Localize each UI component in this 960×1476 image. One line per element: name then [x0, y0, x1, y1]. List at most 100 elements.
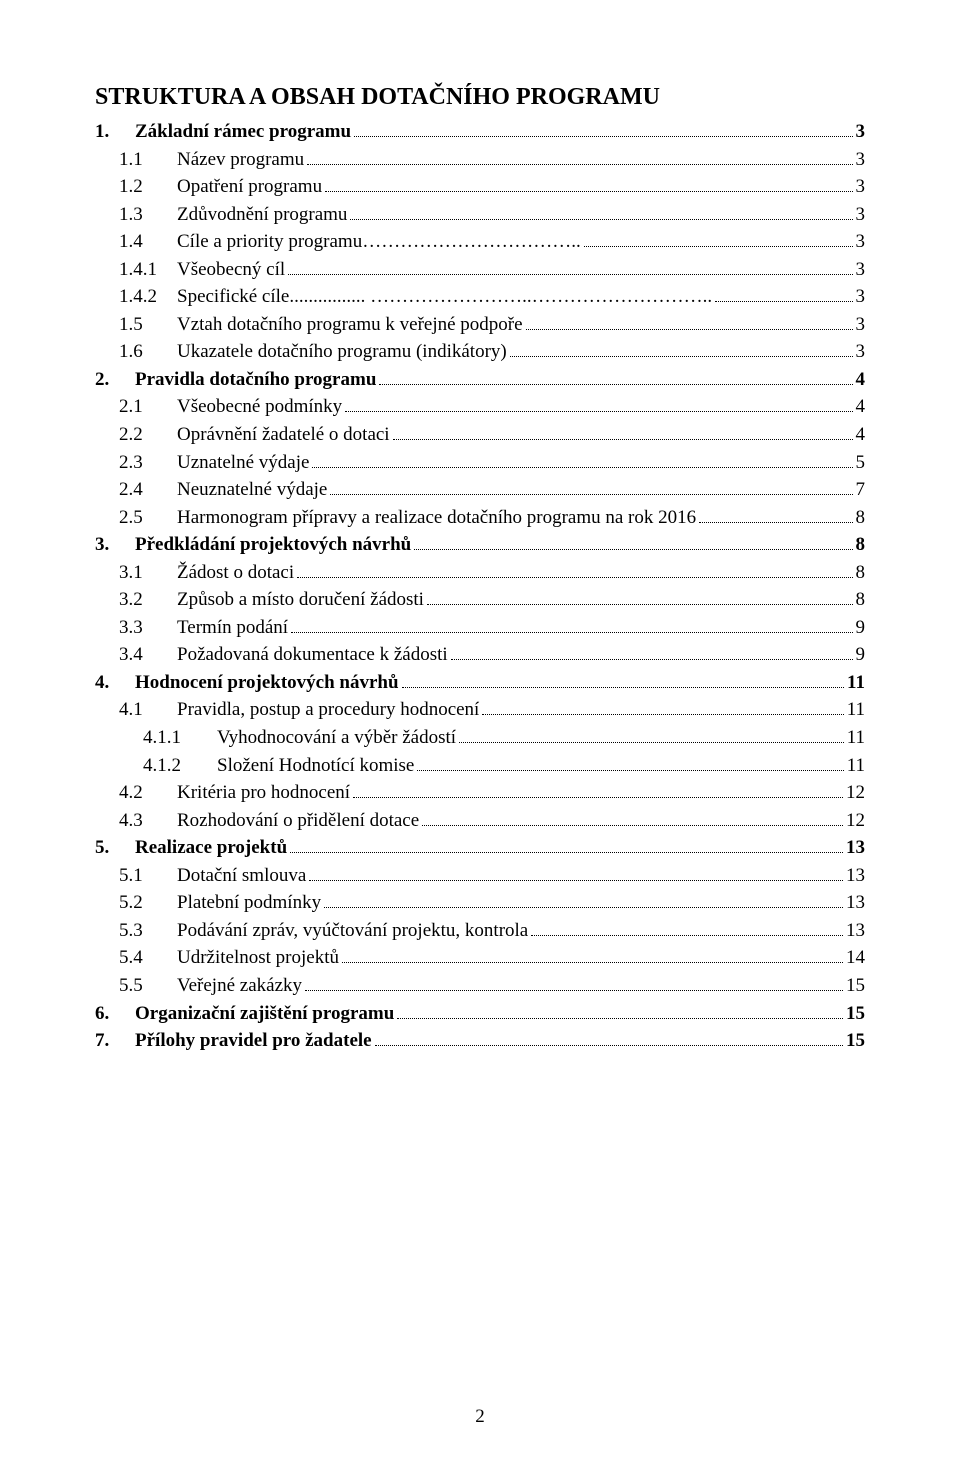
- toc-leader-dots: [397, 1006, 843, 1018]
- toc-entry-text: Zdůvodnění programu: [177, 201, 347, 229]
- toc-entry: 1.1Název programu3: [95, 146, 865, 174]
- toc-entry: 1.6Ukazatele dotačního programu (indikát…: [95, 338, 865, 366]
- toc-leader-dots: [324, 896, 843, 908]
- toc-entry-page: 4: [856, 421, 866, 449]
- toc-entry-text: Oprávnění žadatelé o dotaci: [177, 421, 390, 449]
- toc-entry-number: 2.5: [119, 504, 177, 532]
- toc-entry: 4.1.2Složení Hodnotící komise 11: [95, 752, 865, 780]
- toc-entry: 1.4.2Specifické cíle................ …………: [95, 283, 865, 311]
- toc-entry-page: 12: [846, 807, 865, 835]
- toc-entry-page: 8: [856, 531, 866, 559]
- toc-leader-dots: [354, 125, 852, 137]
- toc-entry-text: Složení Hodnotící komise: [217, 752, 414, 780]
- toc-entry-text: Veřejné zakázky: [177, 972, 302, 1000]
- toc-entry-text: Termín podání: [177, 614, 288, 642]
- toc-entry-text: Organizační zajištění programu: [135, 1000, 394, 1028]
- toc-entry-page: 13: [846, 889, 865, 917]
- toc-entry: 4.Hodnocení projektových návrhů11: [95, 669, 865, 697]
- toc-entry-text: Název programu: [177, 146, 304, 174]
- toc-leader-dots: [288, 262, 852, 274]
- toc-entry: 5.Realizace projektů13: [95, 834, 865, 862]
- toc-entry-page: 8: [856, 504, 866, 532]
- toc-entry: 2.1Všeobecné podmínky4: [95, 393, 865, 421]
- toc-entry-number: 1.1: [119, 146, 177, 174]
- toc-entry-number: 4.: [95, 669, 135, 697]
- toc-leader-dots: [526, 317, 853, 329]
- toc-entry-number: 3.1: [119, 559, 177, 587]
- toc-entry-number: 5.3: [119, 917, 177, 945]
- toc-entry: 5.5Veřejné zakázky15: [95, 972, 865, 1000]
- toc-leader-dots: [482, 703, 843, 715]
- toc-leader-dots: [531, 923, 843, 935]
- toc-entry-number: 7.: [95, 1027, 135, 1055]
- toc-entry: 4.2Kritéria pro hodnocení12: [95, 779, 865, 807]
- toc-entry-number: 3.3: [119, 614, 177, 642]
- toc-entry-page: 15: [846, 1000, 865, 1028]
- toc-entry: 1.4.1Všeobecný cíl3: [95, 256, 865, 284]
- toc-entry-number: 3.2: [119, 586, 177, 614]
- toc-leader-dots: [375, 1034, 843, 1046]
- toc-entry-text: Realizace projektů: [135, 834, 287, 862]
- toc-entry: 5.4Udržitelnost projektů14: [95, 944, 865, 972]
- toc-leader-dots: [715, 290, 852, 302]
- toc-entry-number: 5.2: [119, 889, 177, 917]
- toc-entry: 3.1Žádost o dotaci 8: [95, 559, 865, 587]
- toc-entry-text: Harmonogram přípravy a realizace dotační…: [177, 504, 696, 532]
- toc-entry-page: 4: [856, 366, 866, 394]
- page-number: 2: [0, 1406, 960, 1428]
- toc-leader-dots: [297, 565, 852, 577]
- toc-entry-number: 4.3: [119, 807, 177, 835]
- toc-leader-dots: [393, 428, 853, 440]
- toc-entry: 2.3Uznatelné výdaje5: [95, 449, 865, 477]
- toc-entry-number: 3.: [95, 531, 135, 559]
- toc-entry-page: 11: [847, 752, 865, 780]
- toc-entry-number: 2.4: [119, 476, 177, 504]
- toc-entry-page: 15: [846, 1027, 865, 1055]
- toc-entry-page: 3: [856, 338, 866, 366]
- toc-entry: 2.Pravidla dotačního programu 4: [95, 366, 865, 394]
- toc-leader-dots: [427, 593, 853, 605]
- toc-entry-text: Neuznatelné výdaje: [177, 476, 327, 504]
- toc-leader-dots: [584, 235, 853, 247]
- toc-entry-page: 11: [847, 669, 865, 697]
- toc-entry-page: 3: [856, 228, 866, 256]
- toc-entry-number: 1.: [95, 118, 135, 146]
- toc-entry-page: 3: [856, 173, 866, 201]
- toc-entry-number: 4.1.2: [143, 752, 217, 780]
- toc-entry-number: 3.4: [119, 641, 177, 669]
- toc-entry: 7.Přílohy pravidel pro žadatele15: [95, 1027, 865, 1055]
- toc-entry-text: Základní rámec programu: [135, 118, 351, 146]
- toc-entry-number: 1.4.2: [119, 283, 177, 311]
- toc-leader-dots: [325, 180, 852, 192]
- toc-entry: 1.Základní rámec programu 3: [95, 118, 865, 146]
- toc-entry-page: 8: [856, 586, 866, 614]
- toc-entry-number: 1.4.1: [119, 256, 177, 284]
- toc-entry-page: 9: [856, 614, 866, 642]
- toc-leader-dots: [353, 786, 843, 798]
- toc-entry: 3.Předkládání projektových návrhů8: [95, 531, 865, 559]
- toc-entry: 3.3Termín podání 9: [95, 614, 865, 642]
- toc-entry-page: 13: [846, 917, 865, 945]
- toc-entry: 1.3Zdůvodnění programu3: [95, 201, 865, 229]
- toc-entry-page: 11: [847, 696, 865, 724]
- toc-entry-page: 8: [856, 559, 866, 587]
- toc-entry-page: 11: [847, 724, 865, 752]
- toc-entry-page: 15: [846, 972, 865, 1000]
- toc-entry-number: 2.: [95, 366, 135, 394]
- toc-entry-text: Podávání zpráv, vyúčtování projektu, kon…: [177, 917, 528, 945]
- toc-entry-text: Kritéria pro hodnocení: [177, 779, 350, 807]
- toc-entry-text: Opatření programu: [177, 173, 322, 201]
- toc-entry: 4.1.1Vyhodnocování a výběr žádostí11: [95, 724, 865, 752]
- toc-entry-text: Pravidla dotačního programu: [135, 366, 376, 394]
- toc-entry: 6.Organizační zajištění programu15: [95, 1000, 865, 1028]
- toc-entry-page: 12: [846, 779, 865, 807]
- toc-leader-dots: [510, 345, 853, 357]
- toc-entry-text: Požadovaná dokumentace k žádosti: [177, 641, 448, 669]
- toc-entry-text: Vztah dotačního programu k veřejné podpo…: [177, 311, 523, 339]
- toc-entry-number: 4.1.1: [143, 724, 217, 752]
- toc-entry: 5.1Dotační smlouva13: [95, 862, 865, 890]
- toc-entry-page: 4: [856, 393, 866, 421]
- toc-entry-text: Žádost o dotaci: [177, 559, 294, 587]
- toc-entry-page: 3: [856, 118, 866, 146]
- toc-leader-dots: [350, 207, 852, 219]
